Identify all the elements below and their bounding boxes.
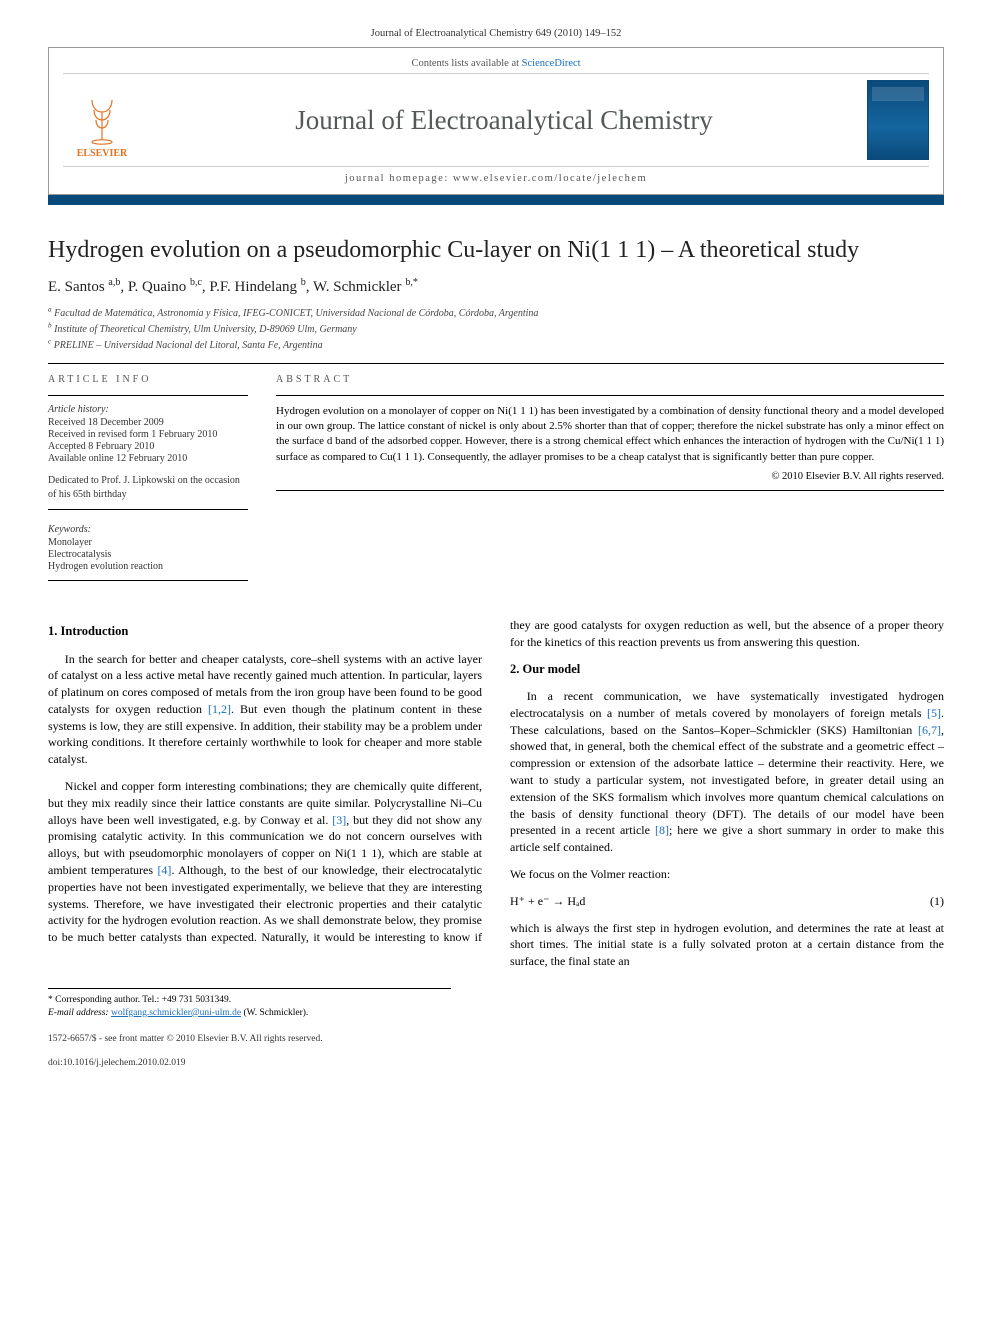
equation-number: (1) bbox=[930, 893, 944, 910]
elsevier-word: ELSEVIER bbox=[77, 148, 128, 159]
keyword: Monolayer bbox=[48, 537, 248, 548]
keyword: Hydrogen evolution reaction bbox=[48, 561, 248, 572]
article-info-block: ARTICLE INFO Article history: Received 1… bbox=[48, 374, 248, 589]
contents-prefix: Contents lists available at bbox=[411, 58, 521, 69]
homepage-url: www.elsevier.com/locate/jelechem bbox=[453, 173, 647, 184]
article-info-heading: ARTICLE INFO bbox=[48, 374, 248, 385]
section-heading: 2. Our model bbox=[510, 661, 944, 679]
elsevier-logo: ELSEVIER bbox=[63, 81, 141, 159]
journal-title: Journal of Electroanalytical Chemistry bbox=[141, 105, 867, 136]
history-item: Received in revised form 1 February 2010 bbox=[48, 429, 248, 440]
affiliation-text: Institute of Theoretical Chemistry, Ulm … bbox=[54, 324, 357, 335]
body-columns: 1. Introduction In the search for better… bbox=[48, 617, 944, 970]
journal-homepage-line: journal homepage: www.elsevier.com/locat… bbox=[63, 166, 929, 184]
divider bbox=[48, 509, 248, 510]
section-heading: 1. Introduction bbox=[48, 623, 482, 641]
authors-line: E. Santos a,b, P. Quaino b,c, P.F. Hinde… bbox=[48, 279, 944, 296]
affiliation: b Institute of Theoretical Chemistry, Ul… bbox=[48, 322, 944, 337]
keywords-label: Keywords: bbox=[48, 524, 248, 535]
history-item: Received 18 December 2009 bbox=[48, 417, 248, 428]
citation-line: Journal of Electroanalytical Chemistry 6… bbox=[48, 28, 944, 39]
footnotes: * Corresponding author. Tel.: +49 731 50… bbox=[48, 988, 451, 1020]
history-item: Accepted 8 February 2010 bbox=[48, 441, 248, 452]
divider bbox=[276, 395, 944, 396]
keyword: Electrocatalysis bbox=[48, 549, 248, 560]
affiliation-text: Facultad de Matemática, Astronomía y Fís… bbox=[54, 308, 538, 319]
email-label: E-mail address: bbox=[48, 1008, 109, 1018]
email-link[interactable]: wolfgang.schmickler@uni-ulm.de bbox=[111, 1008, 241, 1018]
affiliation: a Facultad de Matemática, Astronomía y F… bbox=[48, 306, 944, 321]
abstract-heading: ABSTRACT bbox=[276, 374, 944, 385]
paragraph: In a recent communication, we have syste… bbox=[510, 688, 944, 856]
divider bbox=[276, 490, 944, 491]
front-matter-line: 1572-6657/$ - see front matter © 2010 El… bbox=[48, 1034, 944, 1044]
paragraph: which is always the first step in hydrog… bbox=[510, 920, 944, 970]
divider bbox=[48, 363, 944, 364]
affiliation-text: PRELINE – Universidad Nacional del Litor… bbox=[54, 340, 323, 351]
email-line: E-mail address: wolfgang.schmickler@uni-… bbox=[48, 1007, 451, 1020]
affiliation: c PRELINE – Universidad Nacional del Lit… bbox=[48, 338, 944, 353]
equation-row: H⁺ + e⁻ → Hₐd (1) bbox=[510, 893, 944, 910]
article-title: Hydrogen evolution on a pseudomorphic Cu… bbox=[48, 235, 944, 265]
history-label: Article history: bbox=[48, 404, 248, 415]
paragraph: In the search for better and cheaper cat… bbox=[48, 651, 482, 769]
equation: H⁺ + e⁻ → Hₐd bbox=[510, 893, 585, 910]
abstract-block: ABSTRACT Hydrogen evolution on a monolay… bbox=[276, 374, 944, 589]
divider bbox=[48, 395, 248, 396]
corresponding-author: * Corresponding author. Tel.: +49 731 50… bbox=[48, 994, 451, 1007]
brand-bar bbox=[48, 195, 944, 205]
doi-line: doi:10.1016/j.jelechem.2010.02.019 bbox=[48, 1058, 944, 1068]
affiliations: a Facultad de Matemática, Astronomía y F… bbox=[48, 306, 944, 353]
homepage-label: journal homepage: bbox=[345, 173, 453, 184]
journal-header: Contents lists available at ScienceDirec… bbox=[48, 47, 944, 195]
sciencedirect-link[interactable]: ScienceDirect bbox=[522, 58, 581, 69]
divider bbox=[48, 580, 248, 581]
contents-line: Contents lists available at ScienceDirec… bbox=[63, 58, 929, 74]
paragraph: We focus on the Volmer reaction: bbox=[510, 866, 944, 883]
abstract-text: Hydrogen evolution on a monolayer of cop… bbox=[276, 404, 944, 465]
abstract-copyright: © 2010 Elsevier B.V. All rights reserved… bbox=[276, 471, 944, 482]
dedication: Dedicated to Prof. J. Lipkowski on the o… bbox=[48, 474, 248, 501]
email-tail: (W. Schmickler). bbox=[241, 1008, 308, 1018]
journal-cover-thumb bbox=[867, 80, 929, 160]
history-item: Available online 12 February 2010 bbox=[48, 453, 248, 464]
